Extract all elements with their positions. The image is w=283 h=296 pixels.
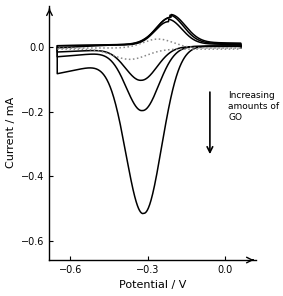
- Y-axis label: Current / mA: Current / mA: [6, 97, 16, 168]
- Text: Increasing
amounts of
GO: Increasing amounts of GO: [228, 91, 279, 122]
- X-axis label: Potential / V: Potential / V: [119, 280, 187, 290]
